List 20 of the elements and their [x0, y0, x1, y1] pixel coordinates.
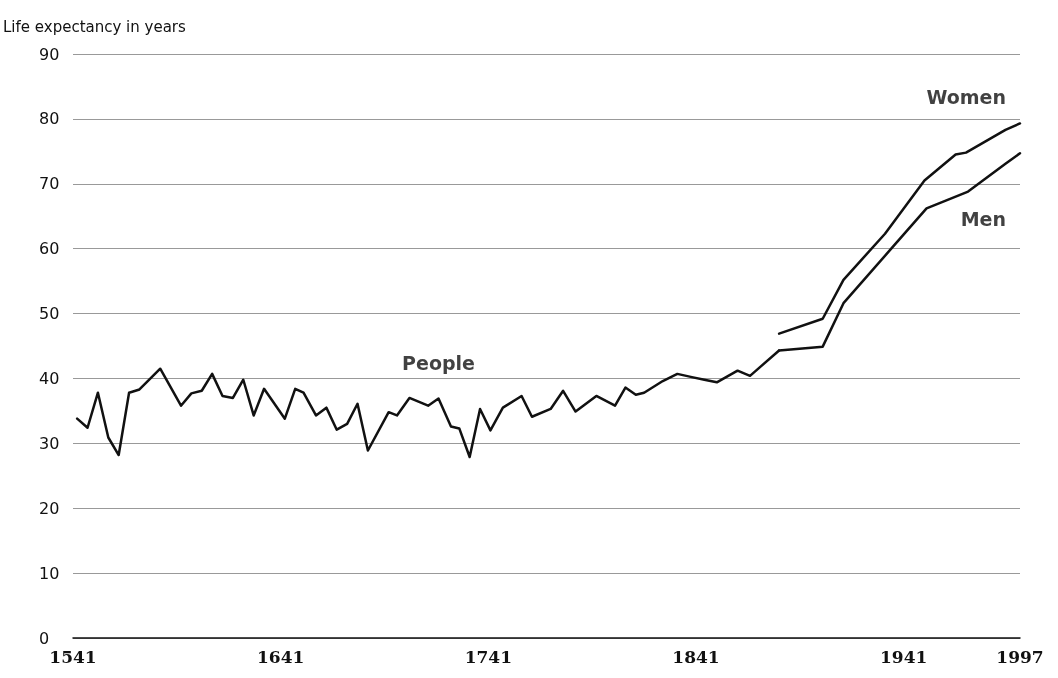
y-tick-label: 30 — [39, 433, 60, 453]
y-tick-label: 10 — [39, 563, 60, 583]
y-tick-label: 40 — [39, 368, 60, 388]
x-tick-label: 1541 — [49, 646, 97, 667]
y-tick-label: 80 — [39, 109, 60, 129]
y-tick-label: 60 — [39, 239, 60, 259]
y-tick-label: 70 — [39, 174, 60, 194]
y-tick-label: 50 — [39, 304, 60, 324]
y-tick-label: 90 — [39, 44, 60, 64]
y-tick-label: 0 — [39, 628, 50, 648]
x-tick-label: 1941 — [880, 646, 928, 667]
x-tick-label: 1641 — [257, 646, 305, 667]
x-tick-label: 1841 — [672, 646, 720, 667]
y-tick-label: 20 — [39, 498, 60, 518]
series-label: Men — [960, 208, 1006, 231]
series-label: People — [402, 351, 475, 374]
series-label: Women — [926, 86, 1006, 109]
x-tick-label: 1741 — [464, 646, 513, 667]
y-axis-title: Life expectancy in years — [3, 17, 187, 36]
x-tick-label: 1997 — [996, 646, 1044, 667]
